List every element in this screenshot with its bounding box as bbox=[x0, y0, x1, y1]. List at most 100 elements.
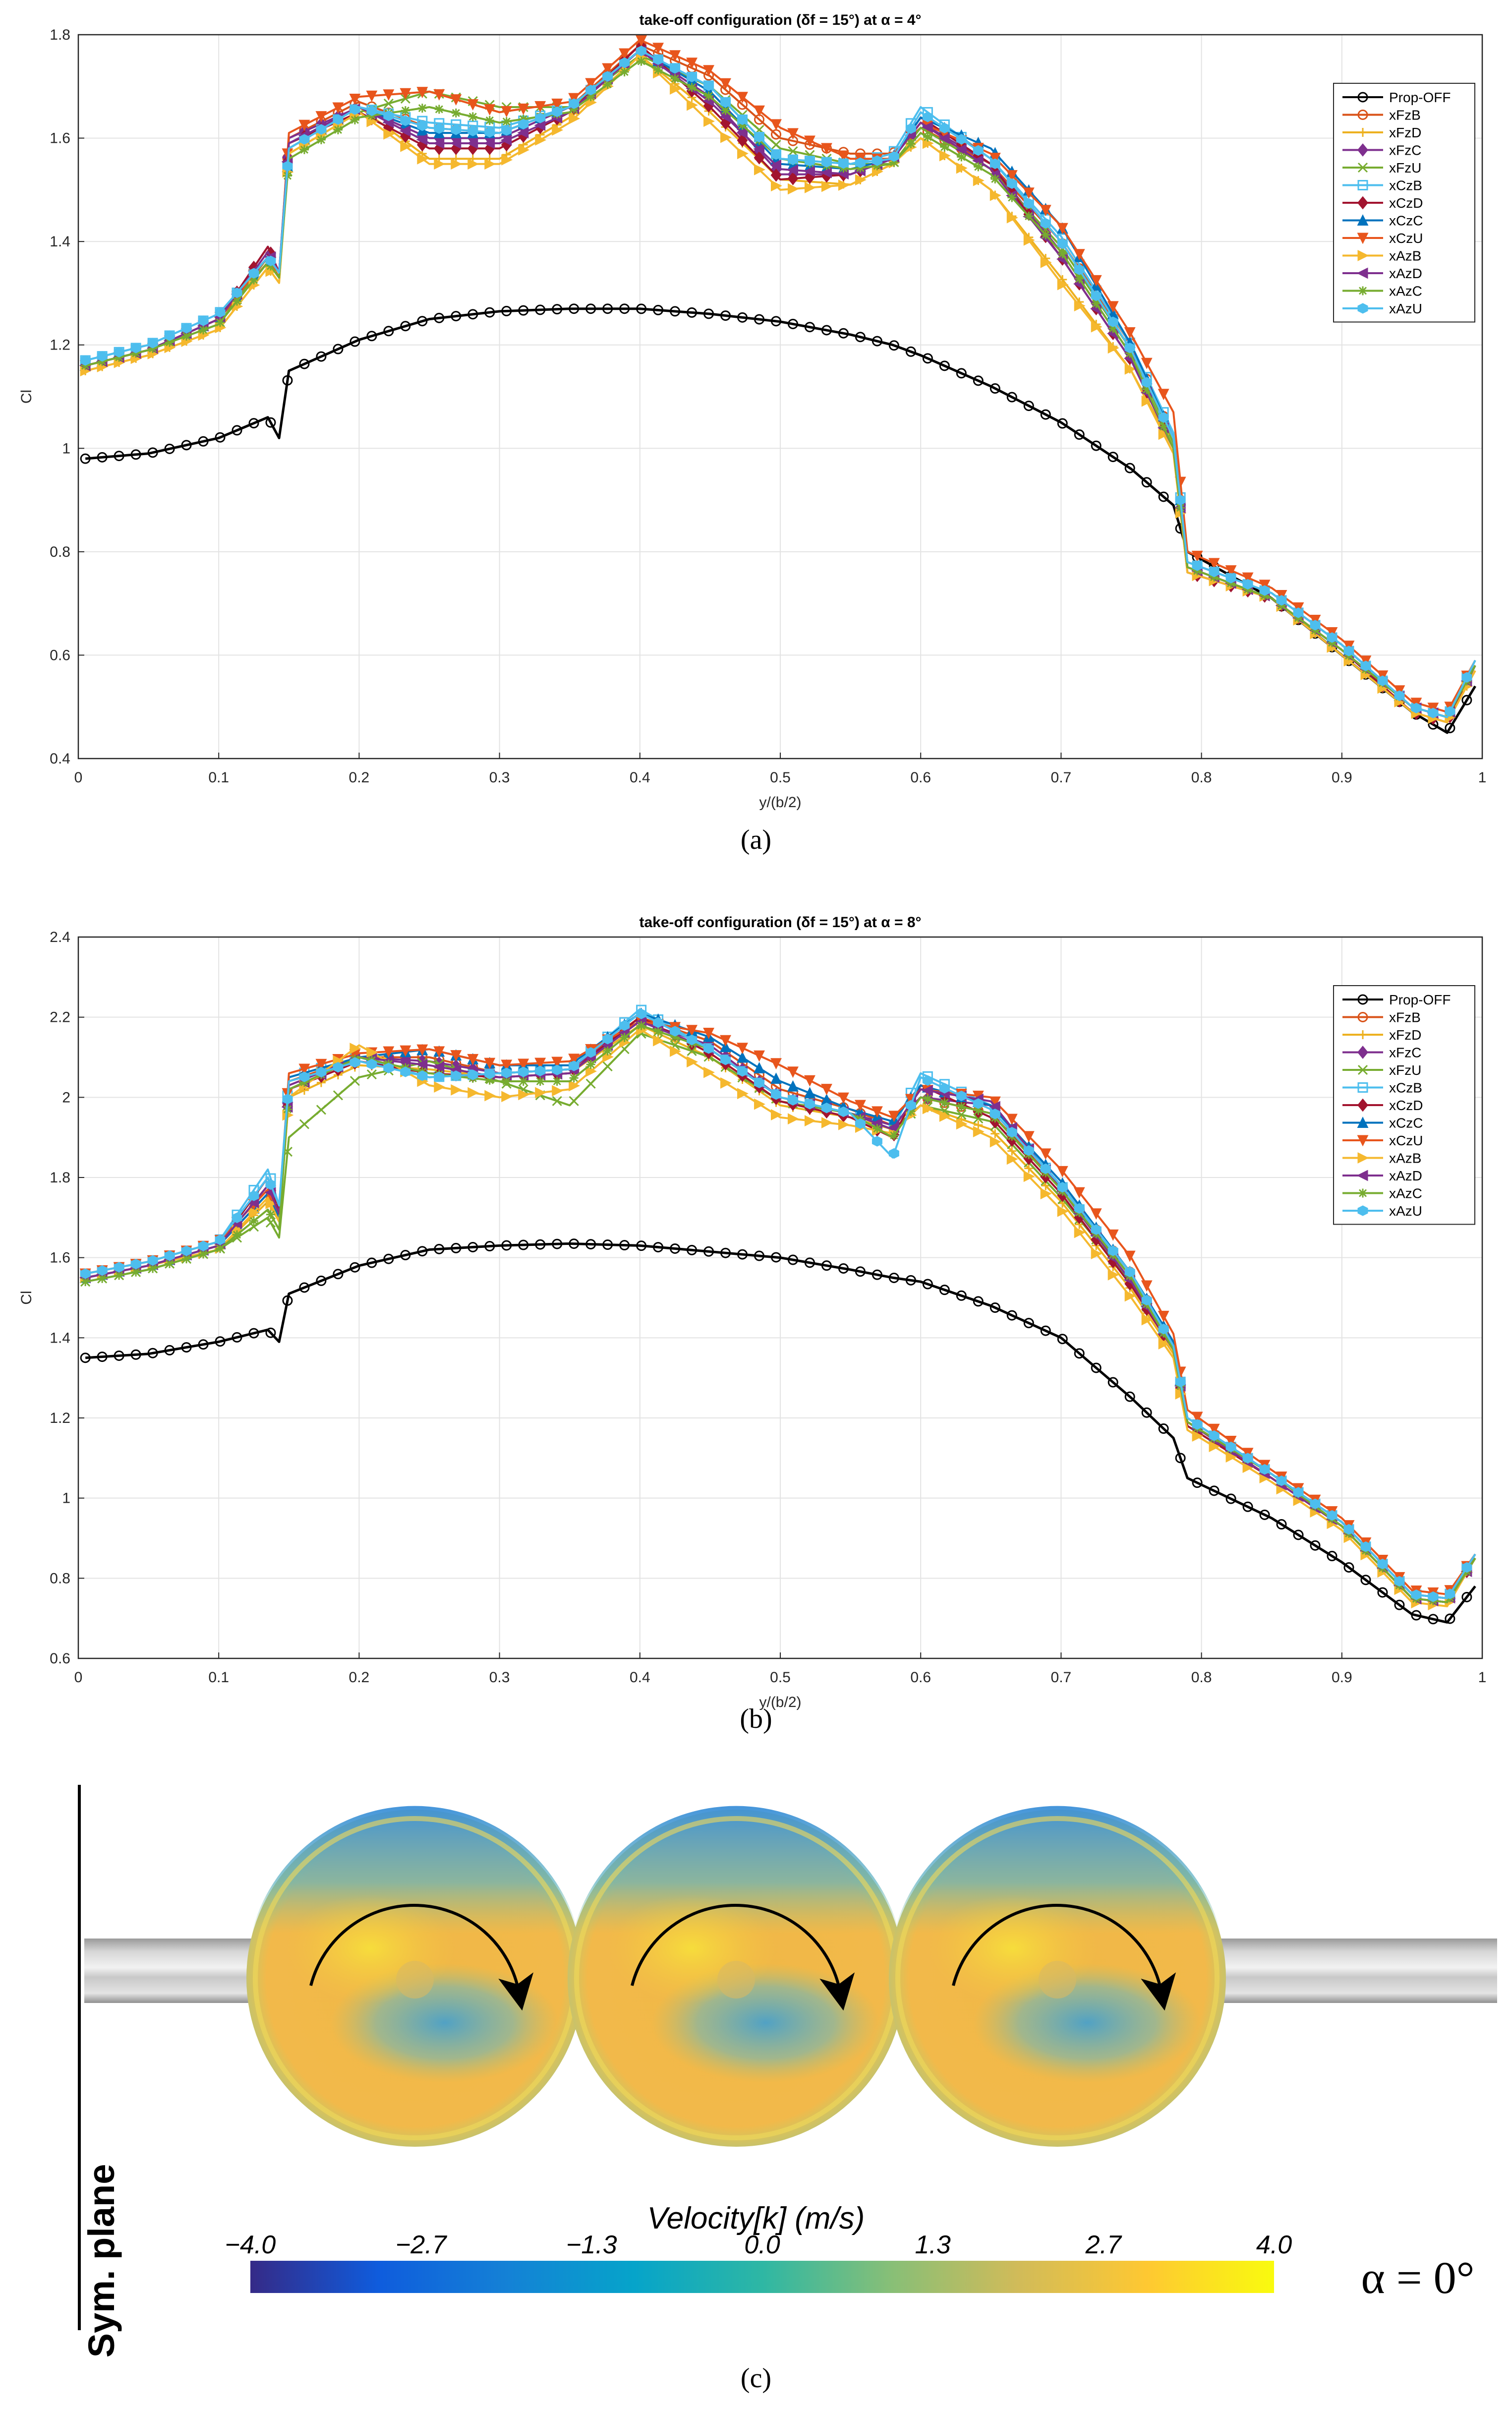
y-tick-label: 2.2 bbox=[50, 1009, 70, 1026]
data-point bbox=[1142, 385, 1152, 394]
data-point bbox=[1225, 1493, 1236, 1504]
data-point bbox=[703, 80, 714, 91]
data-point bbox=[233, 296, 242, 306]
legend-item: xCzD bbox=[1342, 1098, 1423, 1113]
data-point bbox=[821, 1102, 832, 1114]
data-point bbox=[1074, 429, 1085, 440]
data-point bbox=[703, 1246, 714, 1257]
data-point bbox=[1209, 566, 1220, 578]
data-point bbox=[1124, 463, 1135, 473]
data-point bbox=[804, 1087, 815, 1099]
data-point bbox=[1175, 1388, 1187, 1400]
data-point bbox=[1276, 595, 1287, 606]
data-point bbox=[686, 1025, 698, 1037]
data-point bbox=[299, 358, 310, 369]
y-tick-label: 2 bbox=[62, 1089, 70, 1106]
data-point bbox=[1141, 1294, 1152, 1306]
chart-panel-b: 0 0.1 0.2 0.3 0.4 0.5 0.6 0.7 0.8 0.9 1 0.6 0.8 1 1.2 1… bbox=[18, 914, 1486, 1710]
data-point bbox=[1023, 198, 1034, 209]
data-point bbox=[534, 1058, 546, 1069]
data-point bbox=[98, 1274, 107, 1283]
data-point bbox=[1327, 1510, 1338, 1521]
data-point bbox=[181, 1342, 192, 1353]
data-point bbox=[80, 1353, 91, 1363]
legend-marker bbox=[1357, 1082, 1368, 1093]
legend-item: xFzB bbox=[1342, 1010, 1421, 1025]
data-point bbox=[637, 57, 646, 66]
data-point bbox=[265, 255, 276, 266]
legend-item: xFzU bbox=[1342, 1062, 1421, 1078]
data-point bbox=[653, 1242, 664, 1253]
data-point bbox=[299, 1282, 310, 1293]
x-tick-label: 0 bbox=[74, 1669, 83, 1686]
series-Prop-OFF bbox=[80, 1238, 1476, 1625]
data-point bbox=[333, 1269, 344, 1280]
data-point bbox=[80, 355, 91, 366]
data-point bbox=[1377, 675, 1388, 686]
data-point bbox=[350, 115, 359, 124]
data-point bbox=[298, 119, 310, 131]
legend-marker bbox=[1357, 110, 1368, 120]
y-tick-label: 1.4 bbox=[50, 1330, 70, 1346]
data-point bbox=[720, 78, 731, 90]
data-point bbox=[164, 443, 175, 454]
data-point bbox=[130, 449, 141, 460]
data-point bbox=[602, 63, 614, 75]
legend-label: xAzB bbox=[1389, 1151, 1421, 1166]
data-point bbox=[215, 1234, 226, 1245]
data-point bbox=[804, 1257, 815, 1268]
data-point bbox=[1158, 1423, 1169, 1434]
data-point bbox=[585, 303, 596, 314]
data-point bbox=[147, 1348, 158, 1358]
data-point bbox=[1074, 264, 1085, 275]
data-point bbox=[467, 99, 479, 111]
data-point bbox=[804, 155, 815, 167]
data-point bbox=[821, 1084, 832, 1096]
data-point bbox=[1107, 316, 1118, 327]
data-point bbox=[501, 1067, 512, 1078]
data-point bbox=[703, 65, 714, 77]
data-point bbox=[1327, 632, 1338, 643]
data-point bbox=[468, 112, 477, 121]
data-point bbox=[586, 92, 595, 102]
data-point bbox=[889, 158, 899, 167]
x-tick-label: 0.9 bbox=[1332, 1669, 1352, 1686]
data-point bbox=[653, 1027, 663, 1036]
data-point bbox=[97, 1352, 108, 1362]
data-point bbox=[1040, 1188, 1052, 1200]
data-point bbox=[872, 1269, 882, 1280]
legend-label: xCzC bbox=[1389, 1116, 1423, 1131]
y-tick-label: 1.8 bbox=[50, 27, 70, 43]
data-point bbox=[400, 88, 411, 100]
symmetry-plane-label: Sym. plane bbox=[81, 2164, 122, 2358]
data-point bbox=[1091, 1362, 1102, 1373]
x-tick-label: 0.9 bbox=[1332, 769, 1352, 786]
data-point bbox=[1107, 1377, 1118, 1388]
data-point bbox=[720, 1077, 732, 1089]
data-point bbox=[1091, 440, 1102, 451]
data-point bbox=[232, 1212, 242, 1223]
data-point bbox=[721, 106, 730, 115]
legend-item: xAzC bbox=[1342, 1186, 1422, 1201]
data-point bbox=[467, 158, 479, 170]
data-point bbox=[754, 1061, 765, 1073]
legend-label: xCzB bbox=[1389, 1080, 1422, 1096]
data-point bbox=[501, 1059, 513, 1071]
data-point bbox=[670, 1033, 680, 1042]
data-point bbox=[349, 1076, 360, 1086]
data-point bbox=[1090, 275, 1102, 287]
data-point bbox=[905, 346, 916, 357]
data-point bbox=[299, 134, 310, 145]
legend-marker bbox=[1357, 92, 1368, 103]
x-tick-label: 0.2 bbox=[349, 1669, 370, 1686]
data-point bbox=[299, 1119, 310, 1129]
alpha-label: α = 0° bbox=[1361, 2252, 1475, 2303]
data-point bbox=[670, 1243, 681, 1254]
data-point bbox=[552, 1096, 562, 1106]
data-point bbox=[467, 1054, 479, 1065]
x-tick-label: 0.4 bbox=[630, 769, 650, 786]
data-point bbox=[989, 153, 1001, 164]
data-point bbox=[315, 1058, 327, 1070]
data-point bbox=[905, 1100, 916, 1111]
data-point bbox=[483, 137, 495, 149]
